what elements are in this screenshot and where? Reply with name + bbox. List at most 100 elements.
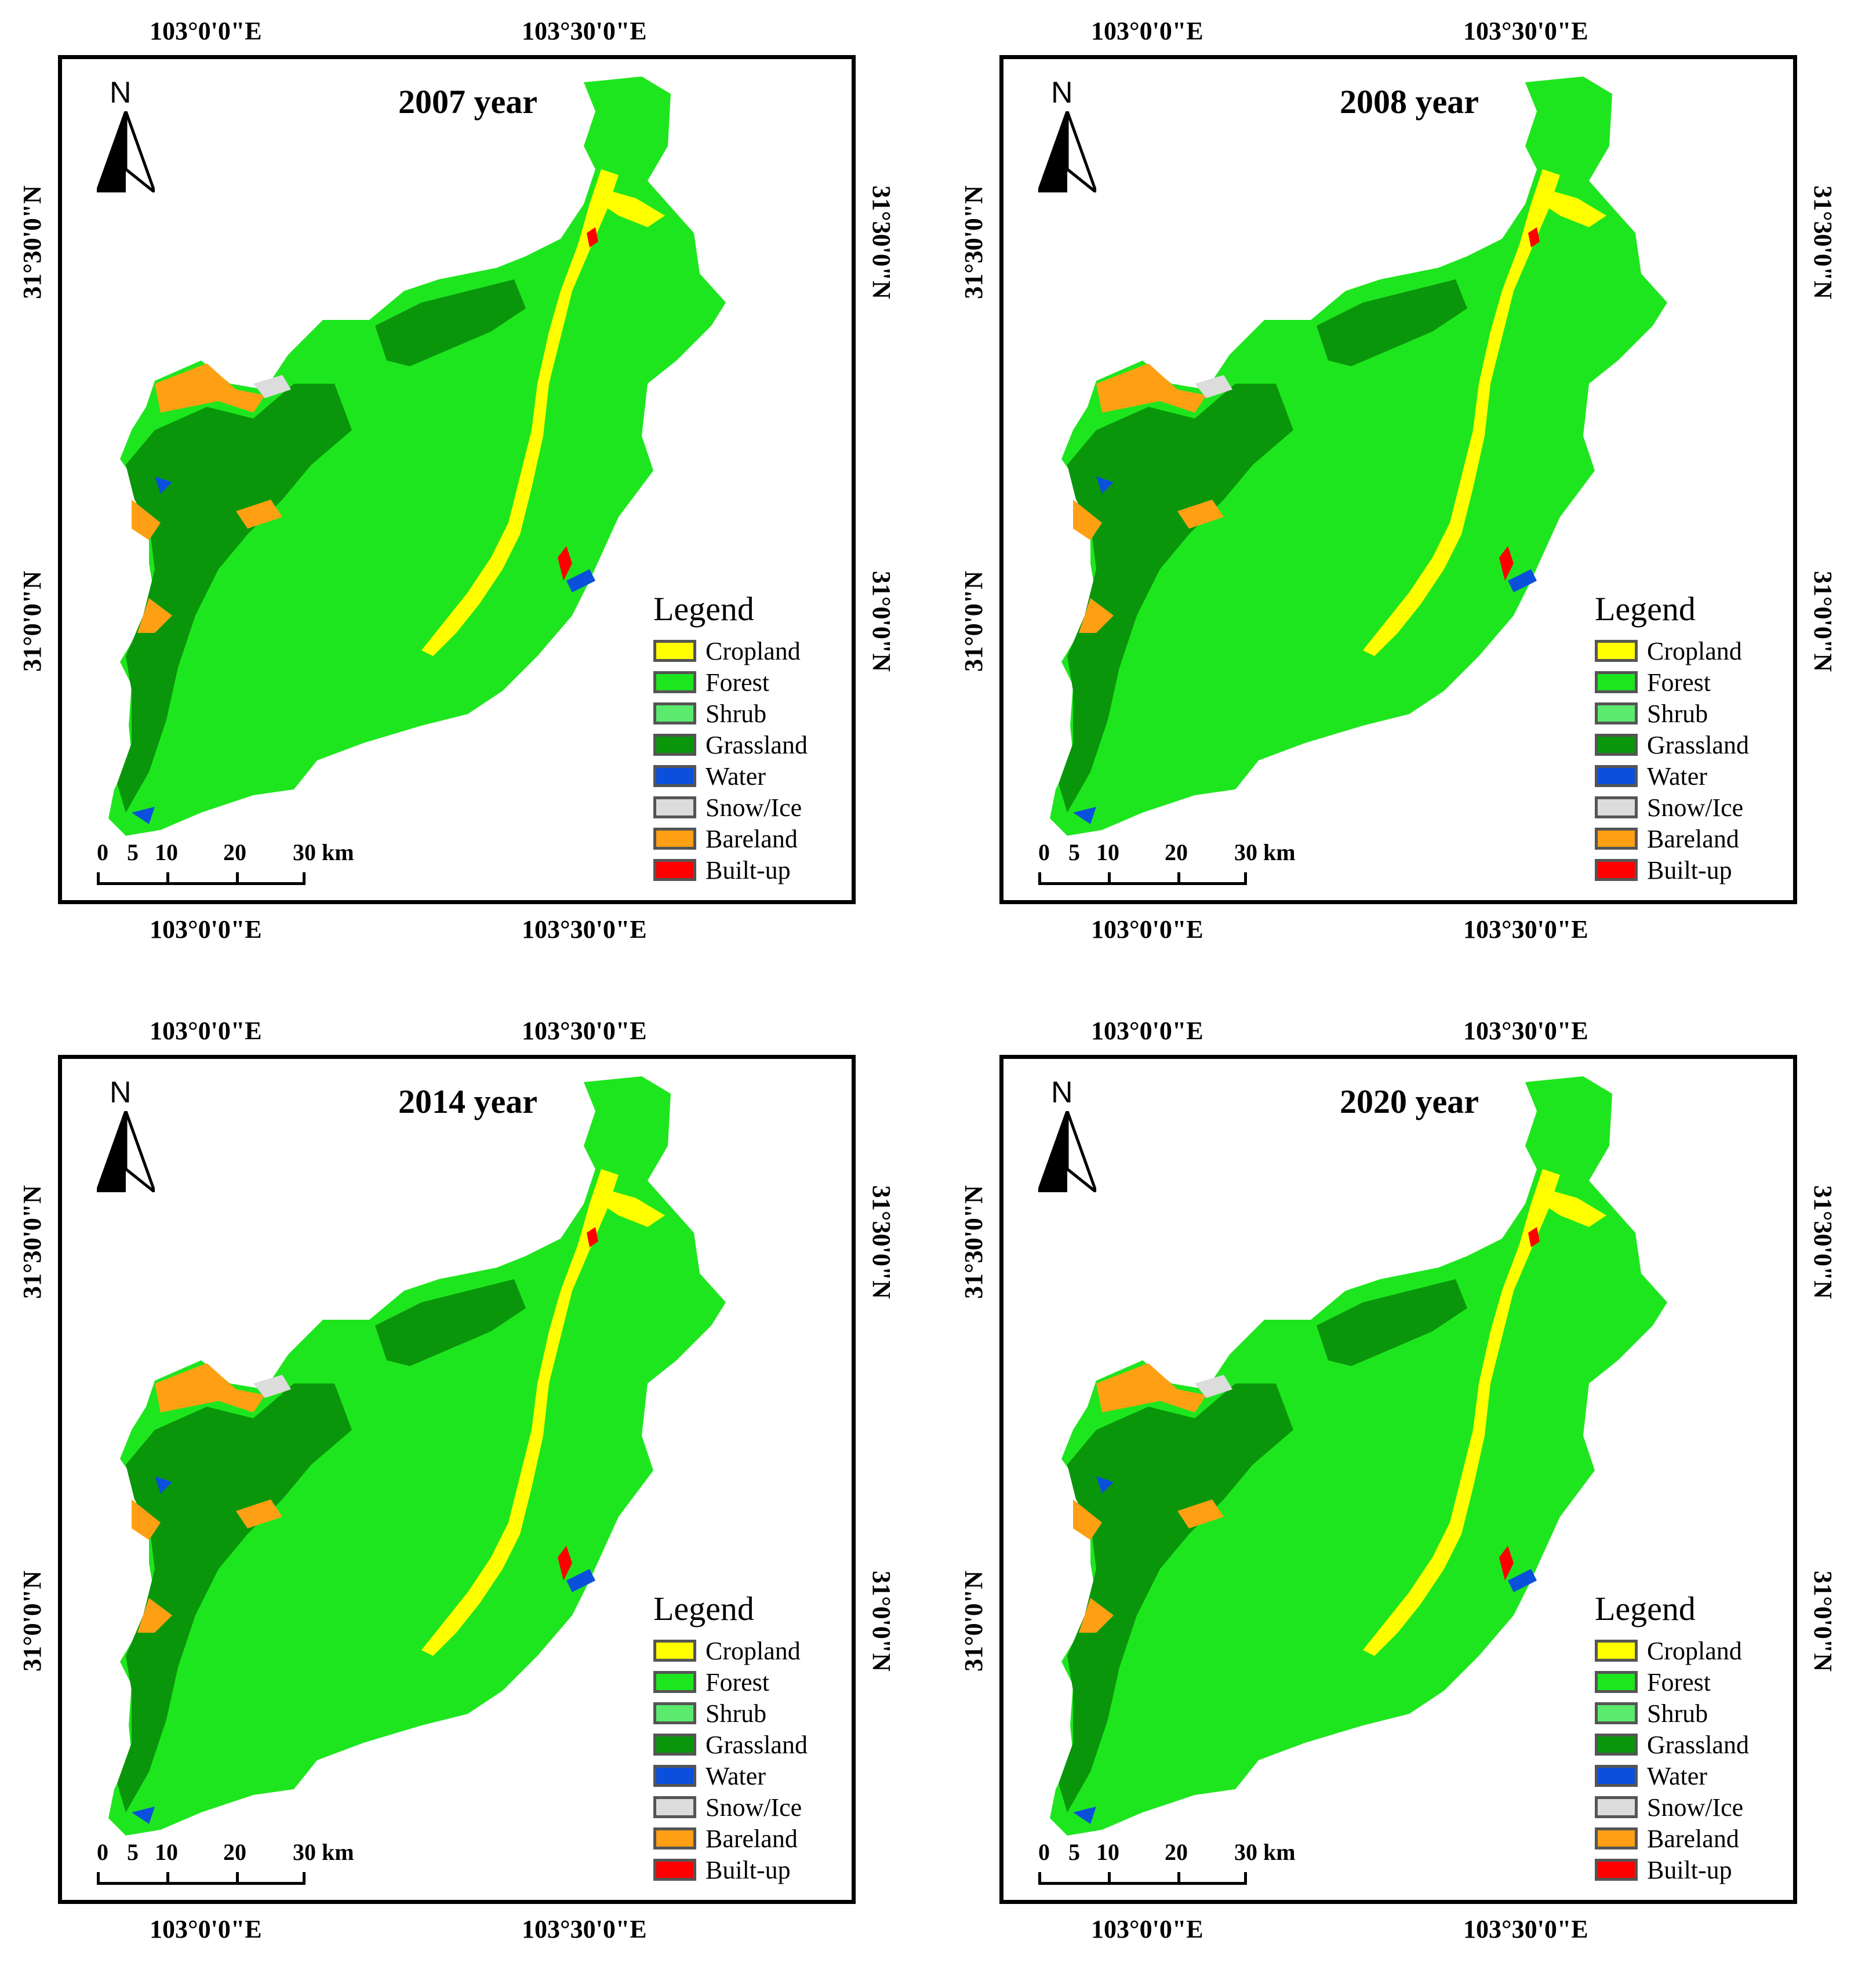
- snow-ice-patch: [1195, 1375, 1232, 1398]
- map-panel-2: 103°0'0"E 103°30'0"E 103°0'0"E 103°30'0"…: [0, 1000, 928, 1985]
- legend-item: Cropland: [1595, 635, 1786, 667]
- scale-tick: [1177, 1872, 1180, 1885]
- scale-label: 30 km: [293, 839, 354, 865]
- legend-item: Water: [653, 1760, 845, 1792]
- legend-title: Legend: [1595, 1590, 1696, 1627]
- legend-label: Cropland: [1647, 1636, 1742, 1665]
- grassland-west: [1059, 384, 1293, 813]
- scale-line: [1038, 882, 1247, 885]
- legend-swatch: [653, 1827, 696, 1849]
- north-arrow-icon: [97, 1111, 155, 1192]
- legend-swatch: [1595, 859, 1638, 881]
- map-title: 2014 year: [398, 1083, 537, 1120]
- legend-label: Built-up: [706, 1855, 791, 1884]
- scale-tick: [1108, 872, 1111, 885]
- legend-swatch: [653, 1859, 696, 1881]
- north-arrow-icon: [1038, 1111, 1096, 1192]
- map-frame: 2007 year N Legend Cropland Forest Shrub Gr…: [58, 55, 856, 904]
- legend-swatch: [653, 640, 696, 662]
- scale-tick: [236, 872, 239, 885]
- legend-swatch: [653, 859, 696, 881]
- scale-line: [97, 1882, 306, 1885]
- scale-label: 20: [1165, 839, 1188, 865]
- bareland-strip: [1073, 363, 1224, 633]
- lat-tick-right-top: 31°30'0"N: [867, 185, 896, 300]
- legend-swatch: [653, 1671, 696, 1693]
- legend-item: Shrub: [1595, 698, 1786, 729]
- legend-item: Snow/Ice: [653, 792, 845, 823]
- legend-item: Cropland: [653, 635, 845, 667]
- legend-label: Snow/Ice: [1647, 1793, 1744, 1822]
- legend-label: Built-up: [1647, 855, 1732, 884]
- lat-tick-left-top: 31°30'0"N: [18, 1185, 46, 1299]
- cropland-valley: [1363, 1169, 1560, 1656]
- lat-tick-right-bottom: 31°0'0"N: [867, 1571, 896, 1672]
- scale-bar: 0 5 10 20 30 km: [97, 839, 354, 891]
- legend-label: Cropland: [1647, 636, 1742, 665]
- scale-tick: [303, 872, 306, 885]
- lat-tick-left-top: 31°30'0"N: [18, 185, 46, 300]
- legend-swatch: [1595, 640, 1638, 662]
- land-cover-map: [1050, 77, 1667, 836]
- legend-swatch: [1595, 1640, 1638, 1662]
- legend-item: Water: [653, 760, 845, 792]
- cropland-valley: [421, 1169, 619, 1656]
- lat-tick-left-top: 31°30'0"N: [959, 1185, 988, 1299]
- legend-label: Forest: [1647, 668, 1711, 697]
- legend-label: Forest: [706, 668, 769, 697]
- legend-label: Built-up: [706, 855, 791, 884]
- legend-swatch: [653, 828, 696, 850]
- cropland-valley: [421, 169, 619, 656]
- scale-tick: [1177, 872, 1180, 885]
- legend-swatch: [1595, 1671, 1638, 1693]
- lat-tick-left-bottom: 31°0'0"N: [959, 571, 988, 672]
- map-panel-0: 103°0'0"E 103°30'0"E 103°0'0"E 103°30'0"…: [0, 0, 928, 985]
- grassland-west: [1059, 1383, 1293, 1812]
- scale-tick: [166, 872, 169, 885]
- scale-tick: [236, 1872, 239, 1885]
- scale-label: 10: [1096, 1839, 1119, 1865]
- lon-tick-top-right: 103°30'0"E: [1463, 1017, 1588, 1045]
- legend-swatch: [653, 671, 696, 693]
- legend-label: Water: [1647, 1761, 1707, 1790]
- legend-item: Grassland: [653, 1729, 845, 1760]
- legend-title: Legend: [1595, 590, 1696, 628]
- scale-bar: 0 5 10 20 30 km: [1038, 1838, 1296, 1891]
- legend-item: Cropland: [1595, 1635, 1786, 1666]
- legend-item: Bareland: [653, 823, 845, 854]
- legend-item: Snow/Ice: [1595, 1792, 1786, 1823]
- legend-item: Built-up: [1595, 1854, 1786, 1885]
- legend-label: Snow/Ice: [706, 793, 802, 822]
- legend-label: Built-up: [1647, 1855, 1732, 1884]
- lat-tick-right-bottom: 31°0'0"N: [1809, 1571, 1837, 1672]
- scale-label: 30 km: [293, 1839, 354, 1865]
- legend-swatch: [1595, 734, 1638, 756]
- legend-item: Snow/Ice: [1595, 792, 1786, 823]
- legend-label: Grassland: [706, 1730, 808, 1759]
- map-frame: 2014 year N Legend Cropland Forest Shrub Gr…: [58, 1055, 856, 1904]
- legend-item: Shrub: [653, 1698, 845, 1729]
- scale-label: 20: [1165, 1839, 1188, 1865]
- legend-item: Grassland: [1595, 729, 1786, 760]
- legend-swatch: [653, 765, 696, 787]
- north-label: N: [1051, 76, 1073, 110]
- north-label: N: [1051, 1076, 1073, 1109]
- legend-label: Forest: [1647, 1667, 1711, 1696]
- legend-item: Shrub: [1595, 1698, 1786, 1729]
- legend-label: Grassland: [1647, 730, 1749, 759]
- legend-swatch: [653, 1734, 696, 1756]
- legend-item: Cropland: [653, 1635, 845, 1666]
- lat-tick-right-top: 31°30'0"N: [1809, 185, 1837, 300]
- lon-tick-bottom-right: 103°30'0"E: [1463, 1915, 1588, 1943]
- lon-tick-bottom-left: 103°0'0"E: [150, 1915, 262, 1943]
- scale-tick: [1038, 1872, 1041, 1885]
- scale-label: 30 km: [1234, 1839, 1296, 1865]
- legend-item: Forest: [1595, 1666, 1786, 1698]
- legend-swatch: [1595, 702, 1638, 724]
- legend-item: Grassland: [1595, 1729, 1786, 1760]
- legend-item: Bareland: [653, 1823, 845, 1854]
- north-arrow-icon: [97, 111, 155, 192]
- north-label: N: [110, 76, 132, 110]
- legend-label: Shrub: [1647, 1699, 1708, 1728]
- scale-label: 20: [223, 1839, 246, 1865]
